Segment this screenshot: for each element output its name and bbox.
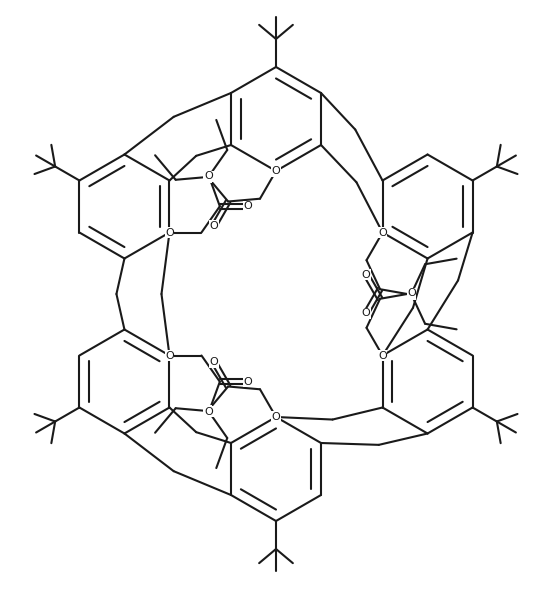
Text: O: O — [210, 221, 219, 231]
Text: O: O — [204, 171, 213, 181]
Text: O: O — [243, 201, 252, 211]
Text: O: O — [362, 309, 370, 319]
Text: O: O — [243, 377, 252, 387]
Text: O: O — [272, 412, 280, 422]
Text: O: O — [203, 406, 212, 416]
Text: O: O — [378, 227, 387, 237]
Text: O: O — [165, 227, 174, 237]
Text: O: O — [165, 350, 174, 360]
Text: O: O — [407, 288, 416, 298]
Text: O: O — [407, 290, 416, 300]
Text: O: O — [362, 270, 370, 280]
Text: O: O — [204, 407, 213, 417]
Text: O: O — [378, 350, 387, 360]
Text: O: O — [272, 166, 280, 176]
Text: O: O — [203, 172, 212, 182]
Text: O: O — [210, 358, 219, 368]
